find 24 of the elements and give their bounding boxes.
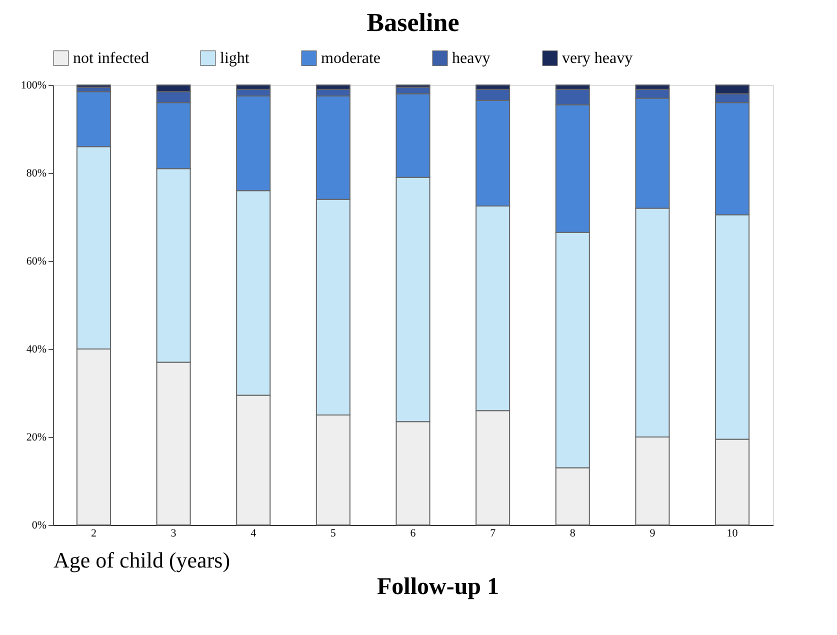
legend-label: light [220,50,250,68]
legend-label: moderate [321,50,381,68]
x-tick-label: 5 [330,528,336,540]
y-tick-label: 60% [26,256,46,268]
x-axis-title: Age of child (years) [54,548,230,572]
x-tick-label: 4 [250,528,257,540]
legend-label: heavy [452,50,490,68]
legend-label: very heavy [562,50,633,68]
bar [76,84,111,88]
x-tick-label: 10 [726,528,738,540]
y-tick-label: 0% [32,520,46,532]
x-tick-label: 3 [170,528,177,540]
y-tick-label: 80% [26,168,46,180]
y-tick-label: 40% [26,344,46,356]
x-tick-label: 2 [90,528,96,540]
x-tick-label: 7 [490,528,496,540]
chart-title: Baseline [366,8,460,37]
y-tick-label: 20% [26,432,46,444]
x-tick-label: 9 [650,528,656,540]
legend-label: not infected [73,50,149,68]
y-tick-label: 100% [20,80,46,92]
x-tick-label: 6 [410,528,416,540]
x-tick-label: 8 [570,528,576,540]
text: Follow-up 1 [377,574,500,600]
